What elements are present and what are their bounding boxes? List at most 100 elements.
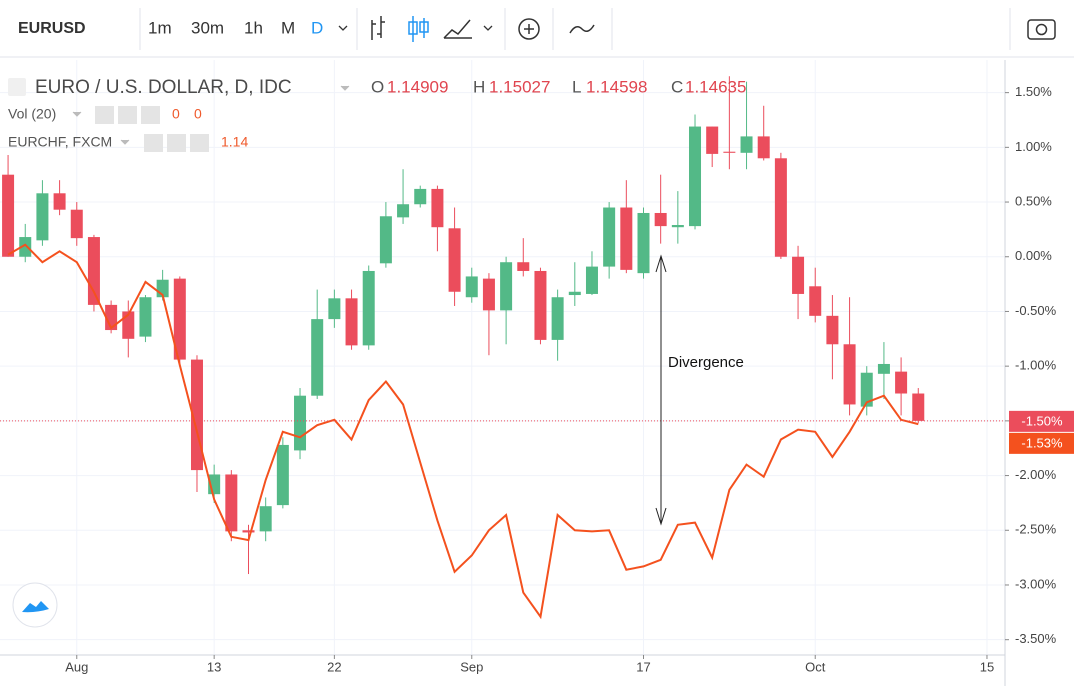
candle-body [139, 297, 152, 337]
camera-lens [1035, 23, 1048, 36]
y-tick-label: 0.00% [1015, 248, 1052, 263]
camera-icon[interactable] [1027, 19, 1056, 40]
candle-body [706, 126, 719, 154]
line-series [7, 243, 919, 620]
price-label-box [1009, 410, 1074, 432]
eye-icon[interactable] [95, 106, 114, 124]
chevron[interactable] [483, 25, 493, 31]
interval[interactable]: M [281, 18, 295, 37]
x-tick-label: Oct [805, 659, 826, 674]
interval[interactable]: 30m [191, 18, 224, 37]
candle-body [345, 298, 358, 346]
series-value: 1.14 [221, 134, 248, 150]
candle-body [534, 270, 547, 340]
candle-body [431, 188, 444, 228]
candle-body [895, 371, 908, 394]
candle-body [173, 278, 186, 360]
candle-body [689, 126, 702, 227]
logo-mark [22, 601, 49, 613]
volume-value: 0 [172, 106, 180, 122]
toolbar: EURUSD 1m 30m 1h M D [0, 0, 1074, 58]
legend-handle [8, 78, 26, 96]
series-name: EURCHF, FXCM [8, 134, 112, 150]
arrow-head [655, 507, 667, 526]
x-tick-label: 13 [207, 659, 221, 674]
candle-body [843, 344, 856, 405]
candle-body [568, 291, 581, 296]
indicator-icon[interactable] [569, 24, 595, 34]
ohlc-key: L [572, 77, 581, 96]
ohlc-value: 1.14598 [586, 77, 647, 96]
candles-icon[interactable] [408, 16, 429, 42]
y-tick-label: 0.50% [1015, 193, 1052, 208]
candle-body [912, 393, 925, 421]
candle-body [294, 395, 307, 451]
ohlc-key: C [671, 77, 683, 96]
candle-body [637, 212, 650, 274]
close-icon[interactable] [190, 134, 209, 152]
candle-body [551, 297, 564, 340]
ohlc-value: 1.14909 [387, 77, 448, 96]
y-tick-label: -3.50% [1015, 631, 1057, 646]
interval-active[interactable]: D [311, 18, 323, 37]
chevron[interactable] [340, 85, 350, 91]
price-label: -1.53% [1021, 435, 1063, 450]
y-tick-label: 1.00% [1015, 139, 1052, 154]
price-label: -1.50% [1021, 413, 1063, 428]
volume-name: Vol (20) [8, 106, 56, 122]
candle-body [87, 237, 100, 305]
divergence-arrow: Divergence [655, 254, 744, 526]
gear-icon[interactable] [167, 134, 186, 152]
candle-body [465, 276, 478, 298]
candle-body [242, 530, 255, 533]
candle-body [757, 136, 770, 159]
legend: EURO / U.S. DOLLAR, D, IDC O 1.14909 H 1… [8, 77, 746, 152]
close-icon[interactable] [141, 106, 160, 124]
chart-title: EURO / U.S. DOLLAR, D, IDC [35, 77, 292, 98]
candle-body [397, 204, 410, 218]
candle-body [36, 193, 49, 241]
y-tick-label: -0.50% [1015, 303, 1057, 318]
candle-body [774, 158, 787, 257]
candle-body [809, 286, 822, 316]
interval[interactable]: 1h [244, 18, 263, 37]
gear-icon[interactable] [118, 106, 137, 124]
candle-body [70, 209, 83, 239]
candle-body [2, 174, 15, 257]
area-icon[interactable] [443, 19, 472, 39]
add-icon[interactable] [518, 18, 540, 40]
ohlc-key: O [371, 77, 384, 96]
candle-body [53, 193, 66, 210]
symbol[interactable]: EURUSD [18, 20, 86, 37]
eye-icon[interactable] [144, 134, 163, 152]
chevron[interactable] [72, 111, 82, 117]
candle-body [414, 188, 427, 205]
candle-body [826, 315, 839, 345]
x-tick-label: Aug [65, 659, 88, 674]
candle-body [276, 444, 289, 506]
annotation: Divergence [668, 354, 744, 371]
logo[interactable] [12, 582, 58, 628]
candle-body [877, 363, 890, 374]
x-tick-label: Sep [460, 659, 483, 674]
interval[interactable]: 1m [148, 18, 172, 37]
candle-body [654, 212, 667, 227]
candle-body [328, 298, 341, 320]
candle-body [379, 216, 392, 264]
x-tick-label: 22 [327, 659, 341, 674]
candle-body [517, 262, 530, 271]
chevron[interactable] [120, 139, 130, 145]
toolbar-bg [0, 0, 1074, 57]
candle-body [259, 506, 272, 532]
candle-body [362, 270, 375, 346]
bars-icon[interactable] [371, 16, 385, 40]
candle-body [671, 225, 684, 228]
volume-value: 0 [194, 106, 202, 122]
candle-body [603, 207, 616, 267]
ohlc-value: 1.14635 [685, 77, 746, 96]
chevron[interactable] [338, 25, 348, 31]
candle-body [723, 151, 736, 153]
arrow-head [655, 254, 667, 273]
y-tick-label: -2.00% [1015, 467, 1057, 482]
y-tick-label: -3.00% [1015, 576, 1057, 591]
